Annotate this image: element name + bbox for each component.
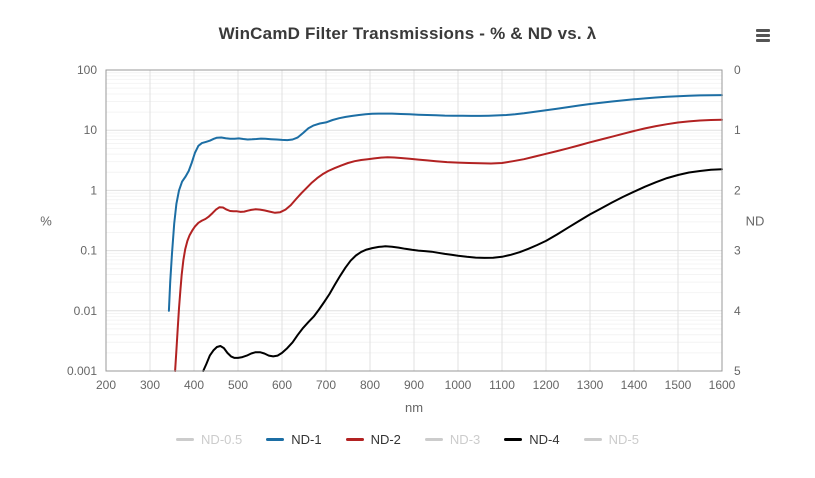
legend-line-icon xyxy=(345,438,364,441)
y-left-tick-label: 0.1 xyxy=(80,244,97,258)
legend-label: ND-2 xyxy=(370,432,401,447)
legend-item-nd-4[interactable]: ND-4 xyxy=(504,432,560,447)
legend-label: ND-4 xyxy=(529,432,560,447)
legend-line-icon xyxy=(176,438,195,441)
x-tick-label: 500 xyxy=(228,378,248,392)
y-right-tick-label: 4 xyxy=(734,304,741,318)
x-tick-label: 700 xyxy=(316,378,336,392)
legend-label: ND-3 xyxy=(449,432,481,447)
x-tick-label: 600 xyxy=(272,378,292,392)
y-left-tick-label: 10 xyxy=(84,123,98,137)
axis-labels: 100 10 1 0.1 0.01 0.001 0 1 2 3 4 5 200 300 400 500 600 7… xyxy=(67,63,741,392)
y-right-tick-label: 2 xyxy=(734,183,741,197)
x-tick-label: 800 xyxy=(360,378,380,392)
legend-item-nd-3[interactable]: ND-3 xyxy=(424,432,481,447)
major-gridlines xyxy=(106,69,722,372)
x-tick-label: 300 xyxy=(140,378,160,392)
x-tick-label: 1000 xyxy=(445,378,472,392)
x-tick-label: 400 xyxy=(184,378,204,392)
y-right-tick-label: 0 xyxy=(734,63,741,77)
chart-title: WinCamD Filter Transmissions - % & ND vs… xyxy=(218,24,597,43)
y-left-tick-label: 0.001 xyxy=(67,364,97,378)
legend-item-nd-5[interactable]: ND-5 xyxy=(583,432,639,447)
x-tick-label: 1100 xyxy=(489,378,515,392)
y-right-tick-label: 5 xyxy=(734,364,741,378)
y-left-axis-title: % xyxy=(40,214,52,229)
x-tick-label: 1500 xyxy=(665,378,692,392)
series-line-nd-2 xyxy=(174,118,723,372)
x-tick-label: 200 xyxy=(96,378,116,392)
plot-border xyxy=(105,69,723,372)
x-tick-label: 1200 xyxy=(533,378,560,392)
x-tick-label: 1600 xyxy=(709,378,736,392)
legend-label: ND-5 xyxy=(608,432,639,447)
legend-item-nd-0.5[interactable]: ND-0.5 xyxy=(176,432,242,447)
plot-area: 100 10 1 0.1 0.01 0.001 0 1 2 3 4 5 200 300 400 500 600 7… xyxy=(40,63,765,415)
y-left-tick-label: 1 xyxy=(90,183,97,197)
legend-label: ND-0.5 xyxy=(201,432,243,447)
y-left-tick-label: 100 xyxy=(77,63,97,77)
series-line-nd-1 xyxy=(167,94,723,312)
y-left-tick-label: 0.01 xyxy=(74,304,98,318)
y-right-axis-title: ND xyxy=(746,214,765,229)
series-line-nd-4 xyxy=(202,168,723,372)
chart-context-menu-button[interactable] xyxy=(751,25,775,45)
chart-legend: ND-0.5 ND-1 ND-2 ND-3 ND-4 ND-5 xyxy=(0,432,815,447)
x-tick-label: 1300 xyxy=(577,378,604,392)
y-right-tick-label: 1 xyxy=(734,123,741,137)
legend-item-nd-2[interactable]: ND-2 xyxy=(345,432,401,447)
legend-line-icon xyxy=(583,438,602,441)
x-tick-label: 1400 xyxy=(621,378,648,392)
y-right-tick-label: 3 xyxy=(734,244,741,258)
x-tick-label: 900 xyxy=(404,378,424,392)
legend-item-nd-1[interactable]: ND-1 xyxy=(266,432,322,447)
x-axis-title: nm xyxy=(405,400,423,415)
legend-line-icon xyxy=(504,438,523,441)
legend-line-icon xyxy=(424,438,443,441)
legend-line-icon xyxy=(266,438,285,441)
legend-label: ND-1 xyxy=(291,432,322,447)
